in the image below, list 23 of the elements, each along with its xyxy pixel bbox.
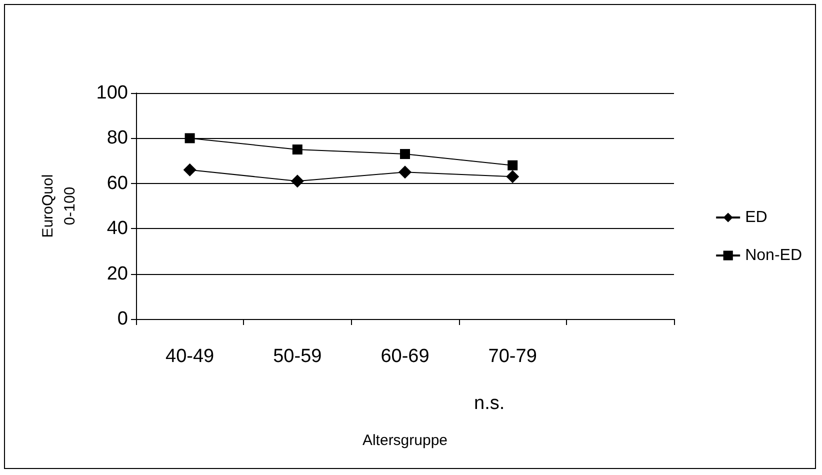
text: n.s.: [474, 393, 505, 414]
x-tick-label: 50-59: [273, 346, 322, 367]
point: [184, 133, 195, 144]
y-axis-title: EuroQuol 0-100: [40, 174, 78, 238]
point: [290, 174, 304, 188]
y-tick-label: 100: [96, 82, 128, 104]
point: [400, 149, 410, 160]
x-axis-title: Altersgruppe: [362, 432, 448, 449]
point: [508, 160, 518, 170]
x-tick-label: 70-79: [488, 346, 537, 367]
y-tick-label: 0: [117, 308, 128, 330]
y-tick-label: 80: [106, 128, 128, 149]
legend-label: ED: [745, 209, 768, 226]
x-tick-label: 60-69: [380, 346, 430, 367]
x-tick-label: 40-49: [165, 346, 214, 367]
legend-label: Non-ED: [745, 247, 802, 264]
point: [183, 163, 196, 176]
point: [506, 170, 520, 184]
point: [398, 166, 412, 179]
y-tick-label: 20: [106, 263, 128, 284]
y-tick-label: 40: [106, 218, 128, 240]
point: [292, 144, 302, 154]
y-tick-label: 60: [106, 172, 128, 194]
